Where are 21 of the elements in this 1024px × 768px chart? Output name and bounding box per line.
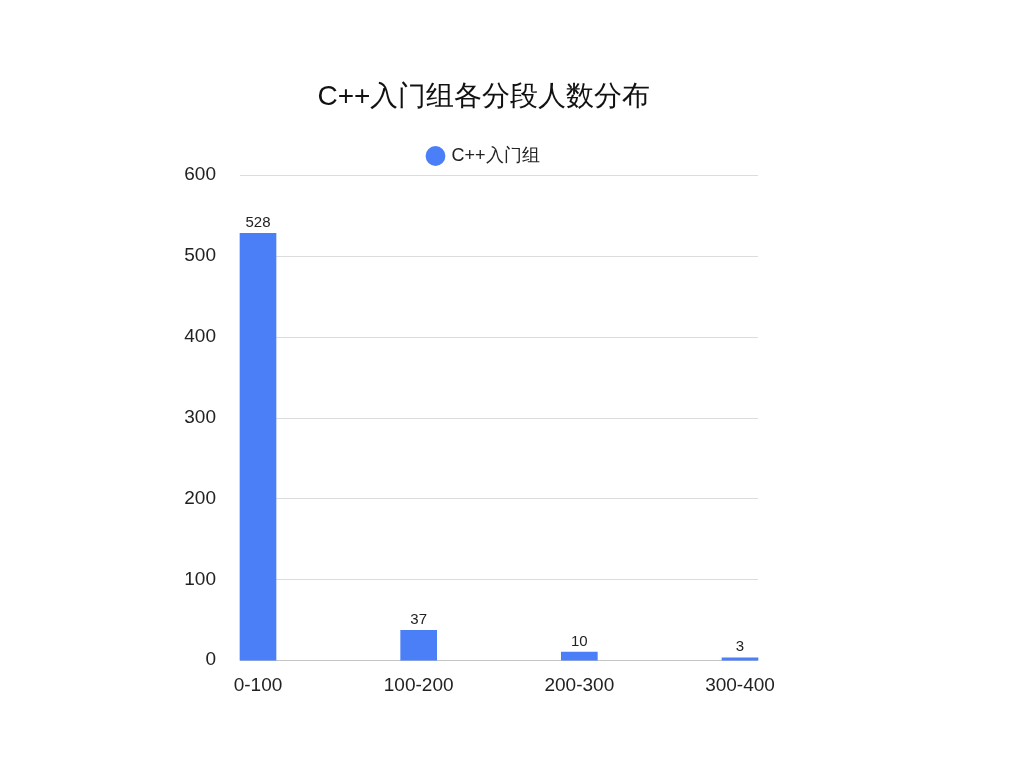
- x-tick-label: 0-100: [233, 673, 283, 695]
- data-label: 528: [245, 212, 271, 230]
- x-tick-label: 100-200: [383, 673, 454, 695]
- data-label: 10: [570, 631, 588, 649]
- x-tick-label: 200-300: [544, 673, 615, 695]
- data-label: 3: [735, 637, 745, 655]
- y-tick-label: 600: [184, 163, 216, 185]
- bar: [400, 629, 437, 661]
- y-tick-label: 100: [184, 567, 216, 589]
- chart-title: C++入门组各分段人数分布: [317, 79, 651, 111]
- x-tick-label: 300-400: [705, 673, 775, 695]
- bar: [561, 651, 598, 661]
- bar: [721, 657, 759, 661]
- y-tick-label: 400: [184, 324, 216, 346]
- y-tick-label: 300: [184, 405, 216, 427]
- y-tick-label: 500: [184, 244, 216, 266]
- data-label: 37: [410, 609, 428, 627]
- legend-label: C++入门组: [451, 144, 540, 165]
- y-tick-label: 200: [184, 486, 216, 508]
- bar: [239, 232, 277, 661]
- y-tick-label: 0: [205, 648, 216, 670]
